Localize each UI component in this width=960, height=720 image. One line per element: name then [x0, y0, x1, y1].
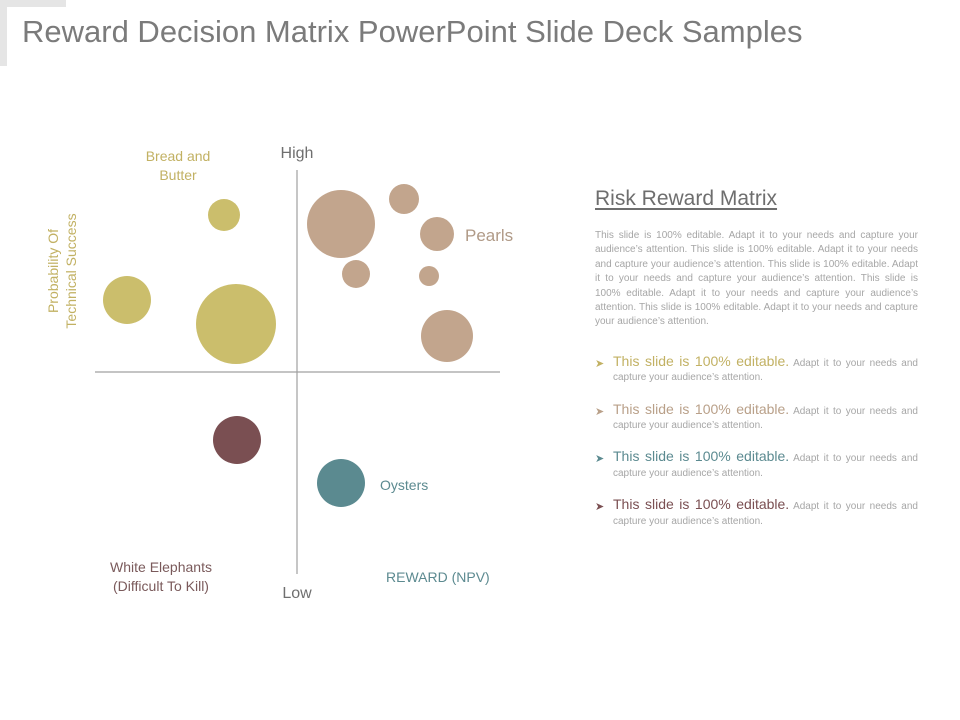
- bullet-body: Adapt it to your needs and capture your …: [613, 501, 918, 527]
- bullet-text: This slide is 100% editable. Adapt it to…: [613, 497, 918, 529]
- y-axis-label-line: Technical Success: [63, 213, 79, 329]
- bubble-pearl: [342, 260, 370, 288]
- bubble-oyster: [317, 459, 365, 507]
- corner-accent-vertical: [0, 0, 7, 66]
- quadrant-label-line: (Difficult To Kill): [113, 578, 209, 594]
- quadrant-label-white-elephants: White Elephants (Difficult To Kill): [110, 558, 212, 596]
- bubble-bread-and-butter-medium: [103, 276, 151, 324]
- slide-title: Reward Decision Matrix PowerPoint Slide …: [22, 14, 803, 49]
- axis-label-low: Low: [282, 585, 312, 602]
- quadrant-label-oysters: Oysters: [380, 477, 429, 493]
- bullet-list: ➤ This slide is 100% editable. Adapt it …: [595, 354, 918, 529]
- bubble-pearl: [420, 217, 454, 251]
- bullet-text: This slide is 100% editable. Adapt it to…: [613, 354, 918, 386]
- arrow-bullet-icon: ➤: [595, 453, 605, 466]
- bubble-pearl: [389, 184, 419, 214]
- bullet-text: This slide is 100% editable. Adapt it to…: [613, 400, 918, 434]
- text-panel: Risk Reward Matrix This slide is 100% ed…: [595, 187, 918, 545]
- bullet-text: This slide is 100% editable. Adapt it to…: [613, 449, 918, 481]
- quadrant-label-line: White Elephants: [110, 559, 212, 575]
- panel-title: Risk Reward Matrix: [595, 187, 778, 210]
- panel-body-text: This slide is 100% editable. Adapt it to…: [595, 230, 918, 328]
- quadrant-label-pearls: Pearls: [465, 226, 514, 245]
- bubble-bread-and-butter-large: [196, 284, 276, 364]
- arrow-bullet-icon: ➤: [595, 357, 605, 370]
- bullet-heading: This slide is 100% editable.: [613, 496, 790, 513]
- bullet-item: ➤ This slide is 100% editable. Adapt it …: [595, 497, 918, 529]
- bullet-item: ➤ This slide is 100% editable. Adapt it …: [595, 400, 918, 434]
- bullet-body: Adapt it to your needs and capture your …: [613, 453, 918, 479]
- bullet-item: ➤ This slide is 100% editable. Adapt it …: [595, 354, 918, 386]
- bullet-heading: This slide is 100% editable.: [613, 400, 790, 417]
- y-axis-label-line: Probability Of: [45, 228, 61, 314]
- arrow-bullet-icon: ➤: [595, 501, 605, 514]
- bullet-heading: This slide is 100% editable.: [613, 448, 790, 465]
- quadrant-label-bread-and-butter: Bread and Butter: [146, 147, 211, 185]
- bullet-body: Adapt it to your needs and capture your …: [613, 405, 918, 432]
- bullet-body: Adapt it to your needs and capture your …: [613, 357, 918, 384]
- bullet-item: ➤ This slide is 100% editable. Adapt it …: [595, 449, 918, 481]
- bubble-white-elephant: [213, 416, 261, 464]
- axis-label-high: High: [280, 145, 314, 162]
- bubble-pearl-large: [307, 190, 375, 258]
- bubble-pearl-medium: [421, 310, 473, 362]
- y-axis-label-probability: Probability Of Technical Success: [44, 181, 80, 361]
- x-axis-label-reward: REWARD (NPV): [386, 569, 490, 585]
- arrow-bullet-icon: ➤: [595, 405, 605, 418]
- quadrant-label-line: Bread and: [145, 148, 211, 164]
- bullet-heading: This slide is 100% editable.: [613, 352, 790, 369]
- quadrant-label-line: Butter: [159, 167, 197, 183]
- bubble-bread-and-butter-small: [208, 199, 240, 231]
- corner-accent-horizontal: [0, 0, 66, 7]
- bubble-pearl-small: [419, 266, 439, 286]
